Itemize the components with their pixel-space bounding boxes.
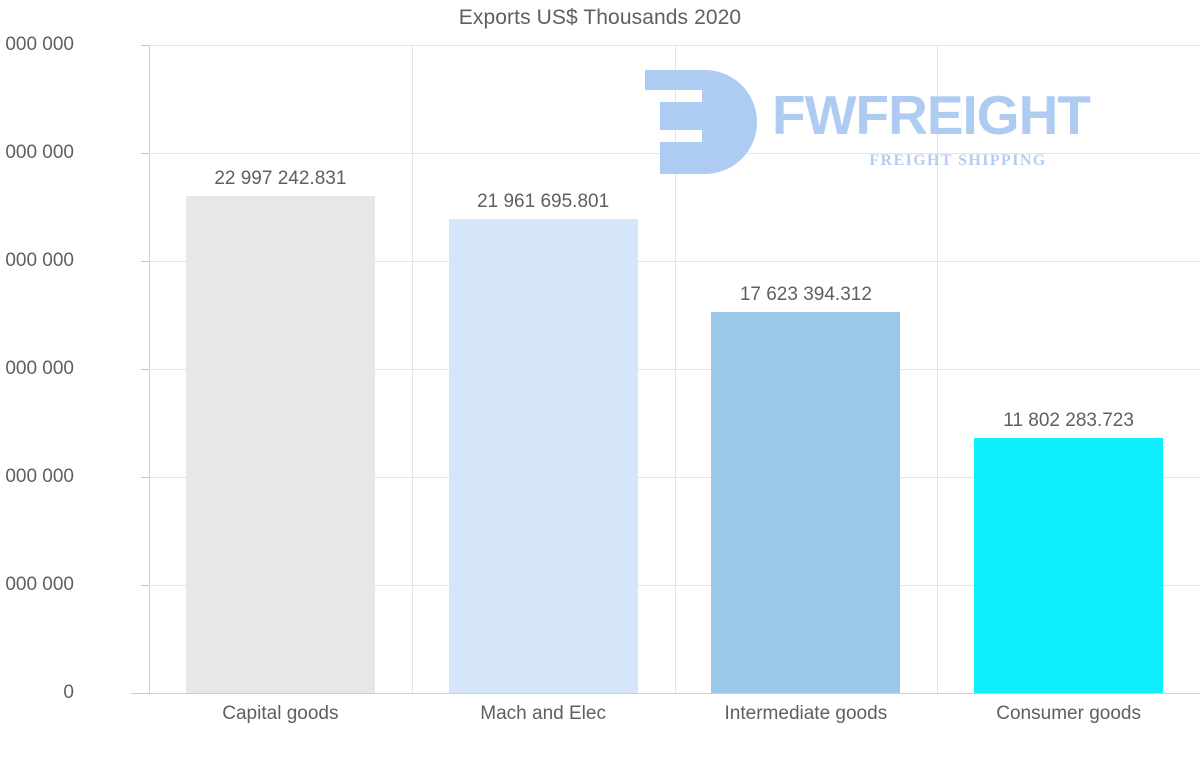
plot-area: [149, 45, 1200, 693]
y-axis-tick-label: 5 000 000: [0, 574, 74, 595]
y-axis-tick-mark: [141, 693, 149, 694]
x-axis-tick-label: Intermediate goods: [724, 703, 888, 724]
y-axis-tick-label: 10 000 000: [0, 466, 74, 487]
y-axis-tick-mark: [141, 585, 149, 586]
x-axis-tick-label: Capital goods: [222, 703, 339, 724]
y-axis-tick-mark: [141, 369, 149, 370]
gridline-horizontal: [149, 369, 1200, 370]
y-axis-tick-mark: [141, 153, 149, 154]
gridline-vertical: [412, 45, 413, 693]
y-axis-tick-label: 0: [63, 682, 74, 703]
bar[interactable]: [711, 312, 901, 693]
bar-value-label: 22 997 242.831: [214, 168, 347, 190]
y-axis-tick-mark: [141, 45, 149, 46]
bar[interactable]: [185, 196, 375, 693]
gridline-vertical: [937, 45, 938, 693]
y-axis-tick-label: 30 000 000: [0, 34, 74, 55]
bar-value-label: 21 961 695.801: [477, 190, 610, 212]
y-axis-tick-mark: [141, 261, 149, 262]
bar-value-label: 11 802 283.723: [1003, 410, 1134, 432]
y-axis-tick-mark: [141, 477, 149, 478]
gridline-horizontal: [149, 477, 1200, 478]
chart-title: Exports US$ Thousands 2020: [458, 6, 742, 29]
gridline-horizontal: [149, 261, 1200, 262]
bar[interactable]: [974, 438, 1164, 693]
y-axis-tick-label: 20 000 000: [0, 250, 74, 271]
gridline-horizontal: [149, 45, 1200, 46]
gridline-vertical: [675, 45, 676, 693]
gridline-horizontal: [149, 585, 1200, 586]
x-axis-tick-label: Mach and Elec: [480, 703, 606, 724]
y-axis-tick-label: 15 000 000: [0, 358, 74, 379]
x-axis-tick-label: Consumer goods: [996, 703, 1141, 724]
bar[interactable]: [448, 218, 638, 693]
bar-value-label: 17 623 394.312: [739, 284, 872, 306]
x-axis-line: [131, 693, 1200, 694]
y-axis-tick-label: 25 000 000: [0, 142, 74, 163]
